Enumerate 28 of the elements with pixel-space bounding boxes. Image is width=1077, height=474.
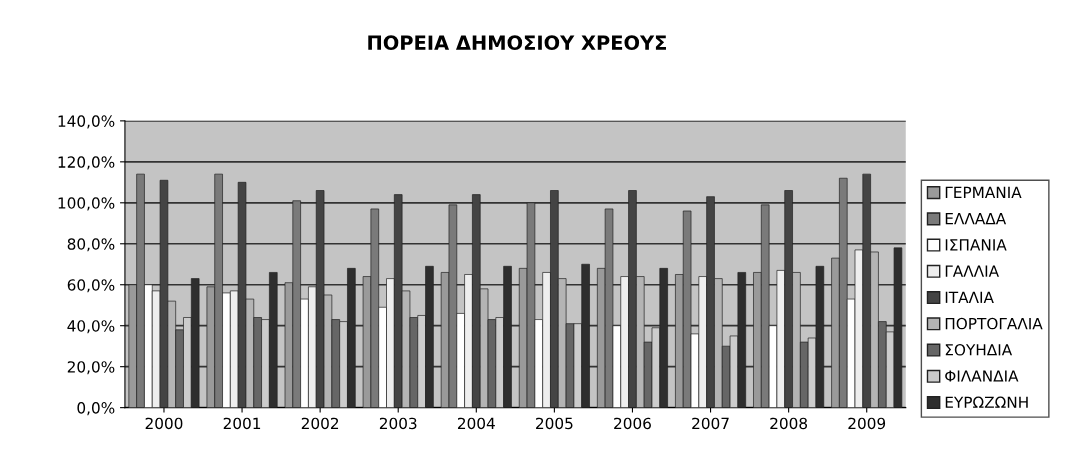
y-tick-label: 0,0%: [77, 402, 115, 416]
x-tick-label: 2006: [614, 417, 651, 430]
chart-title: ΠΟΡΕΙΑ ΔΗΜΟΣΙΟΥ ΧΡΕΟΥΣ: [368, 35, 666, 51]
x-tick-label: 2005: [536, 417, 573, 430]
x-tick-label: 2000: [145, 417, 183, 430]
legend-label: ΦΙΛΑΝΔΙΑ: [945, 370, 1019, 382]
x-tick-label: 2008: [770, 417, 808, 430]
y-tick-label: 80,0%: [67, 238, 115, 252]
x-tick-label: 2004: [457, 417, 495, 430]
y-tick-label: 40,0%: [67, 320, 115, 334]
y-tick-label: 20,0%: [67, 361, 115, 375]
x-tick-label: 2007: [692, 417, 729, 430]
legend-label: ΠΟΡΤΟΓΑΛΙΑ: [945, 317, 1043, 330]
legend-label: ΓΑΛΛΙΑ: [945, 265, 999, 277]
legend-label: ΕΥΡΩΖΩΝΗ: [945, 396, 1028, 408]
x-tick-label: 2002: [301, 417, 339, 430]
legend-label: ΙΤΑΛΙΑ: [945, 291, 994, 303]
x-tick-label: 2003: [379, 417, 417, 430]
y-tick-label: 100,0%: [58, 197, 115, 211]
x-tick-label: 2001: [223, 417, 261, 430]
y-tick-label: 120,0%: [58, 156, 115, 170]
y-tick-label: 140,0%: [58, 115, 115, 129]
legend-label: ΙΣΠΑΝΙΑ: [945, 239, 1007, 251]
legend-label: ΓΕΡΜΑΝΙΑ: [945, 186, 1022, 198]
x-tick-label: 2009: [848, 417, 886, 430]
y-tick-label: 60,0%: [67, 279, 115, 293]
legend-label: ΣΟΥΗΔΙΑ: [945, 344, 1013, 356]
legend-label: ΕΛΛΑΔΑ: [945, 213, 1007, 225]
